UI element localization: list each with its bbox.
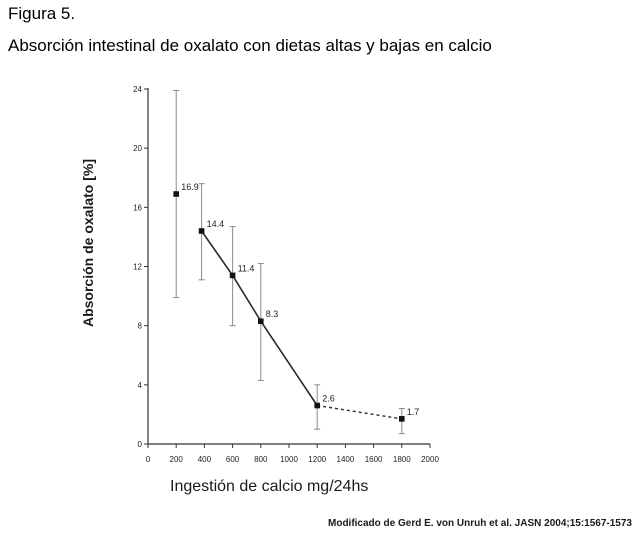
data-point xyxy=(314,402,320,409)
data-point xyxy=(229,272,236,279)
figure-label: Figura 5. xyxy=(8,4,76,23)
chart-axes: 0 4 8 12 16 20 24 0 200 400 600 800 1000 1200 1400 1600… xyxy=(133,85,439,464)
y-tick-label: 16 xyxy=(133,203,142,212)
y-tick-label: 8 xyxy=(138,322,143,331)
data-label: 16.9 xyxy=(181,182,199,192)
series-line-dashed xyxy=(317,404,402,420)
data-point xyxy=(258,318,264,325)
y-tick-label: 20 xyxy=(133,144,142,153)
x-tick-label: 0 xyxy=(146,455,151,464)
source-citation: Modificado de Gerd E. von Unruh et al. J… xyxy=(328,518,632,529)
data-label: 11.4 xyxy=(238,263,255,273)
x-tick-label: 1800 xyxy=(393,455,411,464)
x-tick-label: 400 xyxy=(198,455,212,464)
error-bars xyxy=(173,89,405,435)
x-tick-label: 2000 xyxy=(421,455,439,464)
data-label: 14.4 xyxy=(207,219,225,229)
data-label: 1.7 xyxy=(407,407,420,417)
data-label: 8.3 xyxy=(266,309,279,319)
y-tick-label: 24 xyxy=(133,85,142,94)
x-tick-label: 600 xyxy=(226,455,240,464)
data-point xyxy=(198,228,205,234)
x-axis-title: Ingestión de calcio mg/24hs xyxy=(170,478,369,495)
y-axis-title-text: Absorción de oxalato [%] xyxy=(80,158,96,328)
data-points xyxy=(173,191,405,422)
x-tick-label: 1400 xyxy=(337,455,355,464)
data-labels: 16.9 14.4 11.4 8.3 2.6 1.7 xyxy=(181,182,419,417)
y-tick-label: 4 xyxy=(138,381,143,390)
y-tick-label: 0 xyxy=(138,440,143,449)
x-tick-label: 1600 xyxy=(365,455,383,464)
y-tick-label: 12 xyxy=(133,263,142,272)
x-tick-label: 200 xyxy=(170,455,184,464)
x-tick-label: 800 xyxy=(254,455,268,464)
x-tick-label: 1000 xyxy=(280,455,298,464)
figure-title: Absorción intestinal de oxalato con diet… xyxy=(8,36,492,55)
data-label: 2.6 xyxy=(322,394,335,404)
series-lines xyxy=(200,230,402,420)
x-tick-label: 1200 xyxy=(308,455,326,464)
series-line-solid xyxy=(200,230,318,406)
data-point xyxy=(399,416,405,422)
data-point xyxy=(173,191,179,197)
